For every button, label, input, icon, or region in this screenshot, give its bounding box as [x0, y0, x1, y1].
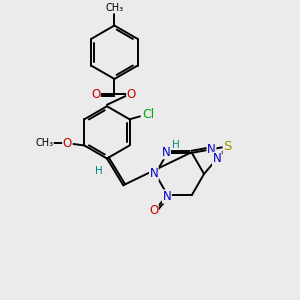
Text: O: O	[63, 137, 72, 150]
Text: N: N	[207, 143, 216, 156]
Text: O: O	[91, 88, 100, 101]
Text: N: N	[212, 152, 221, 165]
Text: CH₃: CH₃	[105, 3, 123, 13]
Text: N: N	[162, 146, 170, 159]
Text: S: S	[223, 140, 232, 153]
Text: O: O	[127, 88, 136, 101]
Text: O: O	[149, 204, 158, 217]
Text: H: H	[172, 140, 180, 149]
Text: N: N	[163, 190, 171, 203]
Text: N: N	[149, 167, 158, 180]
Text: H: H	[95, 166, 103, 176]
Text: Cl: Cl	[142, 108, 154, 122]
Text: CH₃: CH₃	[35, 138, 53, 148]
